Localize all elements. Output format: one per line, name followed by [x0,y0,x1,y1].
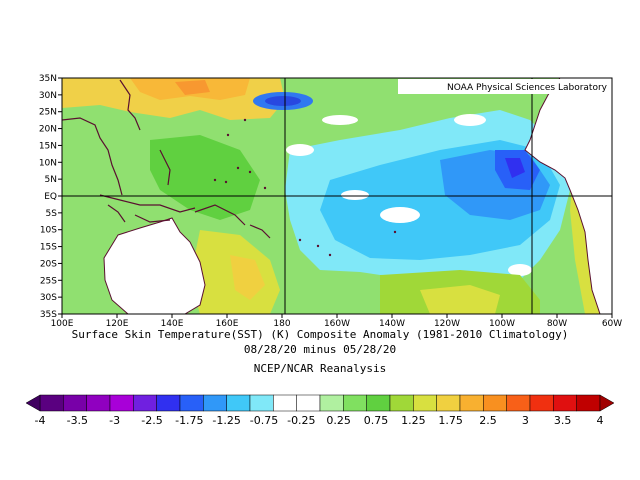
colorbar-label: -0.75 [250,414,278,427]
lon-tick-label: 120E [106,319,129,329]
colorbar-label: -3.5 [67,414,88,427]
colorbar-swatch [86,394,111,412]
colorbar-label: 4 [597,414,604,427]
colorbar-swatch [319,394,344,412]
colorbar-swatch [436,394,461,412]
colorbar-swatch [133,394,157,412]
colorbar [25,394,615,412]
lat-tick-label: 20S [40,259,57,269]
lon-tick-label: 100W [489,319,515,329]
colorbar-label: -0.25 [287,414,315,427]
lon-tick-label: 100E [51,319,74,329]
colorbar-min-arrow [25,394,41,412]
colorbar-label: 2.5 [479,414,497,427]
lat-tick-label: 5S [46,209,58,219]
colorbar-label: -1.25 [212,414,240,427]
lat-tick-label: 5N [45,175,57,185]
lat-tick-label: 10N [39,158,57,168]
lon-tick-label: 160E [216,319,239,329]
colorbar-label: -4 [35,414,46,427]
colorbar-swatch [413,394,437,412]
latitude-axis: 35N 30N 25N 20N 15N 10N 5N EQ 5S 10S 15S 20S 25S 30S 3… [39,74,62,320]
lat-tick-label: 20N [39,125,57,135]
credit-text: NOAA Physical Sciences Laboratory [447,83,608,93]
colorbar-label: 1.75 [438,414,463,427]
colorbar-swatch [296,394,321,412]
colorbar-max-arrow [599,394,615,412]
lon-tick-label: 160W [324,319,350,329]
credit-box [398,79,611,94]
caption-source: NCEP/NCAR Reanalysis [253,362,387,375]
longitude-axis: 100E 120E 140E 160E 180 160W 140W 120W 100W 80W 60… [51,314,622,329]
colorbar-swatch [39,394,64,412]
colorbar-label: -3 [109,414,120,427]
lon-tick-label: 60W [602,319,622,329]
caption-title: Surface Skin Temperature(SST) (K) Compos… [71,328,569,341]
colorbar-swatch [249,394,274,412]
lat-tick-label: 15S [40,243,57,253]
colorbar-swatch [506,394,531,412]
colorbar-label: -2.5 [141,414,162,427]
colorbar-swatch [179,394,204,412]
colorbar-swatch [226,394,251,412]
lon-tick-label: 80W [547,319,567,329]
colorbar-swatch [366,394,391,412]
colorbar-swatch [203,394,227,412]
colorbar-label: 1.25 [401,414,426,427]
colorbar-swatch [343,394,367,412]
lat-tick-label: 10S [40,226,57,236]
lat-tick-label: 30N [39,91,57,101]
colorbar-swatch [156,394,181,412]
lon-tick-label: 180 [273,319,290,329]
colorbar-swatch [553,394,577,412]
lon-tick-label: 120W [434,319,460,329]
colorbar-label: 3.5 [554,414,572,427]
lat-tick-label: 25S [40,276,57,286]
colorbar-swatch [273,394,297,412]
colorbar-label: -1.75 [175,414,203,427]
lat-tick-label: 15N [39,141,57,151]
lat-tick-label: 35S [40,310,57,320]
caption-dates: 08/28/20 minus 05/28/20 [243,343,397,356]
colorbar-swatch [483,394,507,412]
colorbar-labels: -4 -3.5 -3 -2.5 -1.75 -1.25 -0.75 -0.25 0.25 0.75… [35,414,604,427]
lon-tick-label: 140W [379,319,405,329]
colorbar-label: 0.75 [364,414,389,427]
lat-tick-label: 25N [39,108,57,118]
colorbar-swatch [576,394,601,412]
colorbar-swatch [63,394,87,412]
colorbar-swatch [459,394,484,412]
colorbar-swatch [529,394,554,412]
colorbar-label: 0.25 [326,414,351,427]
anomaly-field [62,78,612,314]
colorbar-swatch [109,394,134,412]
lat-tick-label: EQ [44,192,57,202]
colorbar-label: 3 [522,414,529,427]
lon-tick-label: 140E [161,319,184,329]
lat-tick-label: 35N [39,74,57,84]
colorbar-swatch [389,394,414,412]
lat-tick-label: 30S [40,293,57,303]
